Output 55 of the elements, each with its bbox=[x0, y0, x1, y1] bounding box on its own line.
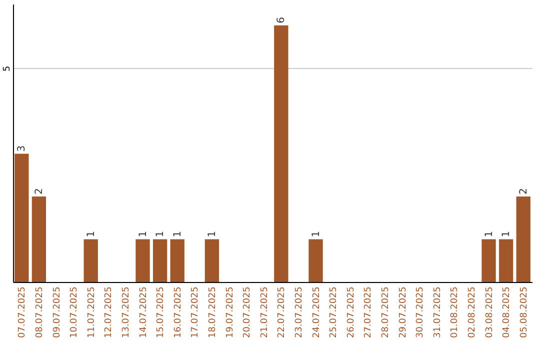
x-tick-label: 24.07.2025 bbox=[312, 286, 322, 338]
x-tick-label: 30.07.2025 bbox=[416, 286, 426, 338]
x-tick-label: 13.07.2025 bbox=[121, 286, 132, 338]
x-tick-label: 05.08.2025 bbox=[519, 286, 530, 338]
x-tick-label: 28.07.2025 bbox=[380, 286, 391, 338]
bar bbox=[498, 239, 514, 282]
x-tick-label: 15.07.2025 bbox=[156, 286, 166, 338]
x-tick-label: 01.08.2025 bbox=[450, 286, 460, 338]
y-tick-label: 5 bbox=[2, 66, 12, 72]
data-label: 1 bbox=[138, 230, 149, 238]
bar bbox=[14, 154, 29, 282]
bar bbox=[32, 196, 46, 282]
bar bbox=[136, 239, 150, 282]
x-tick-label: 27.07.2025 bbox=[364, 286, 374, 338]
x-tick-label: 22.07.2025 bbox=[277, 286, 288, 338]
x-tick-label: 10.07.2025 bbox=[70, 286, 80, 338]
x-tick-label: 19.07.2025 bbox=[225, 286, 236, 338]
x-tick-label: 21.07.2025 bbox=[260, 286, 270, 338]
bar bbox=[516, 196, 530, 282]
x-tick-label: 20.07.2025 bbox=[242, 286, 253, 338]
x-tick-label: 16.07.2025 bbox=[173, 286, 184, 338]
data-label: 2 bbox=[518, 188, 530, 194]
x-tick-label: 07.07.2025 bbox=[18, 286, 28, 338]
x-tick-label: 11.07.2025 bbox=[86, 286, 97, 338]
x-tick-label: 26.07.2025 bbox=[346, 286, 356, 338]
x-tick-label: 18.07.2025 bbox=[208, 286, 218, 338]
bar bbox=[482, 239, 496, 282]
bar bbox=[308, 239, 323, 282]
x-tick-label: 12.07.2025 bbox=[104, 286, 114, 338]
data-label: 1 bbox=[86, 230, 97, 238]
x-tick-label: 29.07.2025 bbox=[398, 286, 408, 338]
data-label: 1 bbox=[310, 230, 322, 238]
x-tick-label: 09.07.2025 bbox=[52, 286, 62, 338]
data-label: 1 bbox=[206, 230, 218, 238]
bar bbox=[204, 239, 220, 282]
bar bbox=[274, 25, 288, 282]
bar bbox=[84, 239, 98, 282]
x-tick-label: 17.07.2025 bbox=[190, 286, 201, 338]
x-tick-label: 03.08.2025 bbox=[484, 286, 495, 338]
x-tick-label: 04.08.2025 bbox=[502, 286, 512, 338]
x-tick-label: 14.07.2025 bbox=[138, 286, 149, 338]
data-label: 1 bbox=[484, 230, 495, 238]
bar bbox=[170, 239, 184, 282]
data-label: 1 bbox=[155, 230, 166, 238]
data-label: 2 bbox=[34, 188, 45, 194]
data-label: 1 bbox=[501, 230, 512, 238]
x-tick-label: 23.07.2025 bbox=[294, 286, 304, 338]
data-label: 3 bbox=[16, 145, 28, 152]
x-tick-label: 02.08.2025 bbox=[467, 286, 478, 338]
data-label: 1 bbox=[172, 230, 184, 238]
x-tick-label: 31.07.2025 bbox=[432, 286, 443, 338]
x-tick-label: 25.07.2025 bbox=[329, 286, 340, 338]
data-label: 6 bbox=[276, 17, 288, 24]
bar bbox=[152, 239, 168, 282]
x-tick-label: 08.07.2025 bbox=[34, 286, 45, 338]
